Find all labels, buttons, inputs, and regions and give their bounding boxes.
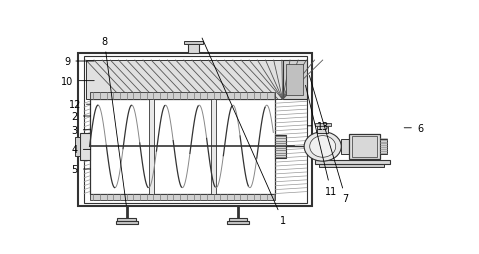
Bar	[149, 100, 154, 194]
Bar	[229, 218, 247, 221]
Bar	[286, 65, 303, 96]
Bar	[75, 137, 80, 157]
Bar	[117, 218, 136, 221]
Text: 3: 3	[72, 125, 91, 135]
Bar	[349, 134, 380, 160]
Text: 4: 4	[72, 145, 91, 155]
Bar	[90, 194, 275, 201]
Bar	[188, 43, 199, 54]
Bar	[315, 160, 389, 164]
Bar	[319, 164, 384, 168]
Bar	[283, 61, 307, 100]
Bar	[380, 139, 387, 155]
Bar	[227, 221, 249, 224]
Bar	[84, 57, 307, 203]
Text: 5: 5	[71, 164, 91, 174]
Bar	[79, 54, 312, 207]
Text: 8: 8	[102, 37, 126, 206]
Bar	[317, 125, 328, 133]
Bar	[352, 136, 377, 157]
Bar	[90, 100, 275, 194]
Text: 10: 10	[61, 76, 94, 86]
Text: 11: 11	[306, 86, 337, 196]
Ellipse shape	[304, 132, 341, 162]
Bar	[211, 100, 216, 194]
Text: 7: 7	[309, 76, 349, 204]
Text: 13: 13	[308, 121, 330, 131]
Bar	[86, 61, 283, 100]
Ellipse shape	[310, 136, 336, 157]
Text: 12: 12	[68, 100, 91, 110]
Bar	[184, 42, 203, 45]
Bar	[275, 135, 285, 158]
Text: 1: 1	[202, 39, 285, 225]
Bar	[341, 139, 349, 155]
Text: 9: 9	[64, 57, 94, 67]
Bar	[315, 123, 331, 126]
Text: 2: 2	[71, 112, 91, 121]
Bar	[115, 221, 138, 224]
Text: 6: 6	[404, 123, 423, 133]
Bar	[90, 93, 275, 100]
Bar	[80, 133, 90, 161]
